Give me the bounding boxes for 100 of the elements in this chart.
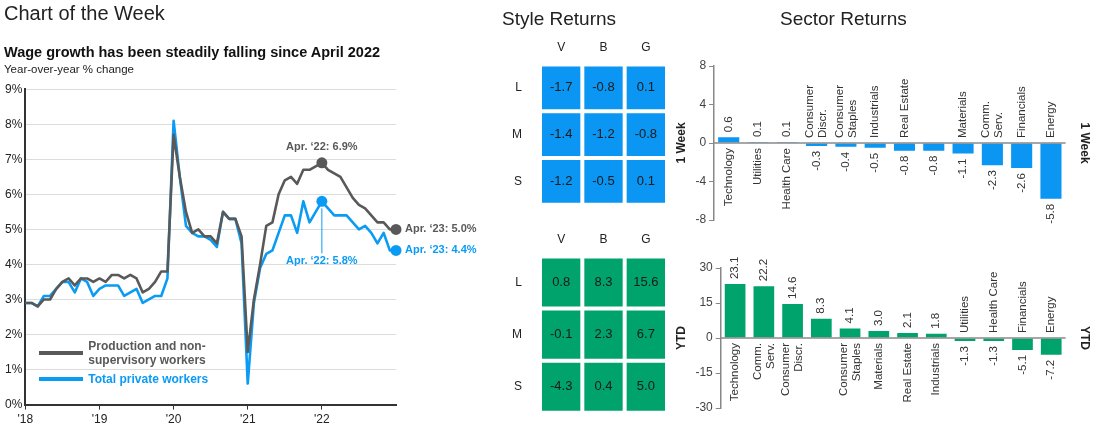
legend-label: Production and non-supervisory workers	[88, 338, 207, 367]
y2-axis-title: 1 Week	[1078, 122, 1093, 164]
y-tick-label: M	[512, 326, 522, 341]
x-tick-label: '19	[91, 412, 108, 427]
x-tick-label: Comm. Serv.	[750, 343, 776, 381]
data-label: 15.6	[633, 274, 659, 290]
data-label: 8.3	[594, 274, 613, 290]
annotation: Apr. ‘22: 5.8%	[286, 254, 358, 267]
annotation: Apr. ‘22: 6.9%	[286, 139, 358, 152]
chart-title: Sector Returns	[780, 8, 907, 30]
x-tick-label: G	[641, 39, 651, 54]
data-label: -4.3	[549, 378, 573, 394]
data-label: 0.4	[594, 378, 613, 394]
y-axis-title: YTD	[673, 325, 688, 350]
x-tick-label: Energy	[1044, 101, 1057, 138]
data-label: 2.3	[594, 326, 613, 342]
x-tick-label: Industrials	[868, 85, 881, 138]
data-label: 0.1	[751, 121, 764, 138]
x-tick-label: Utilities	[958, 295, 971, 333]
y-tick-label: L	[515, 274, 523, 289]
data-label: 4.1	[843, 307, 856, 324]
data-label: 0.8	[552, 274, 571, 290]
y-tick-label: 8%	[5, 116, 23, 131]
x-tick-label: B	[599, 231, 608, 246]
data-label: -0.1	[549, 326, 573, 342]
data-label: -1.7	[549, 79, 573, 95]
data-label: -0.8	[897, 155, 910, 176]
x-tick-label: Real Estate	[897, 78, 910, 138]
x-tick-label: B	[599, 39, 608, 54]
data-label: -2.6	[1014, 173, 1027, 193]
data-label: -0.4	[839, 151, 852, 172]
data-label: -5.1	[1015, 354, 1028, 375]
y-axis-title: 1 Week	[673, 122, 688, 164]
data-label: 0.1	[636, 172, 655, 188]
text: Chart of the Week	[4, 2, 165, 25]
x-tick-label: '22	[314, 412, 331, 427]
data-label: 0.1	[636, 79, 655, 95]
x-tick-label: Materials	[956, 91, 969, 138]
annotation: Apr. ‘23: 5.0%	[405, 222, 477, 235]
x-tick-label: Comm. Serv.	[979, 100, 1005, 138]
data-label: -0.5	[868, 152, 881, 173]
data-label: -1.3	[986, 346, 999, 366]
x-tick-label: Industrials	[929, 342, 942, 396]
y-tick-label: 30	[699, 260, 714, 275]
y-tick-label: S	[513, 379, 522, 394]
y2-axis-title: YTD	[1078, 326, 1093, 351]
legend-label: Total private workers	[88, 371, 209, 386]
x-tick-label: Materials	[871, 342, 884, 390]
y-tick-label: 0	[699, 135, 707, 150]
x-tick-label: Energy	[1044, 296, 1057, 333]
data-label: 5.0	[636, 378, 655, 394]
chart-title: Style Returns	[502, 8, 617, 30]
chart-title: Wage growth has been steadily falling since April 2022	[4, 44, 381, 60]
x-tick-label: '21	[239, 412, 256, 427]
data-label: -0.8	[592, 79, 615, 95]
data-label: -1.2	[549, 172, 573, 188]
y-tick-label: 5%	[5, 221, 23, 236]
data-label: -0.5	[592, 172, 615, 188]
data-label: -0.3	[809, 150, 822, 171]
x-tick-label: Technology	[721, 147, 734, 207]
data-label: -0.8	[926, 155, 939, 176]
y-tick-label: 7%	[5, 151, 23, 166]
y-tick-label: 3%	[5, 291, 23, 306]
x-tick-label: '20	[165, 412, 182, 427]
x-tick-label: Health Care	[986, 271, 999, 333]
data-label: -1.4	[549, 126, 573, 142]
x-tick-label: Financials	[1014, 85, 1027, 138]
data-label: 22.2	[757, 258, 770, 282]
y-tick-label: 15	[699, 295, 714, 310]
y-tick-label: 8	[699, 58, 707, 73]
data-label: -2.3	[985, 170, 998, 190]
x-tick-label: V	[557, 39, 566, 54]
data-label: -1.3	[958, 346, 971, 366]
y-tick-label: -4	[695, 173, 707, 188]
x-tick-label: Consumer Staples	[832, 84, 858, 138]
y-tick-label: 4%	[5, 256, 23, 271]
data-label: 14.6	[785, 276, 798, 299]
data-label: 0.6	[721, 116, 734, 133]
y-tick-label: 1%	[5, 361, 23, 376]
y-tick-label: 9%	[5, 81, 23, 96]
data-label: -1.2	[592, 126, 615, 142]
y-tick-label: -30	[695, 400, 714, 415]
y-tick-label: -8	[695, 212, 707, 227]
data-label: 1.8	[929, 312, 942, 329]
x-tick-label: G	[641, 231, 651, 246]
x-tick-label: Consumer Staples	[836, 342, 862, 397]
data-label: 0.1	[780, 121, 793, 138]
data-label: 2.1	[900, 312, 913, 329]
annotation: Apr. ‘23: 4.4%	[405, 243, 477, 256]
data-label: 23.1	[728, 256, 741, 280]
chart-subtitle: Year-over-year % change	[4, 63, 134, 75]
data-label: -0.8	[634, 126, 658, 142]
data-label: -7.2	[1044, 359, 1057, 380]
x-tick-label: Technology	[728, 342, 741, 402]
x-tick-label: Health Care	[780, 148, 793, 210]
x-tick-label: V	[557, 231, 566, 246]
x-tick-label: Utilities	[751, 147, 764, 186]
y-tick-label: -15	[695, 365, 714, 380]
x-tick-label: Consumer Discr.	[779, 342, 805, 397]
y-tick-label: L	[515, 80, 523, 95]
